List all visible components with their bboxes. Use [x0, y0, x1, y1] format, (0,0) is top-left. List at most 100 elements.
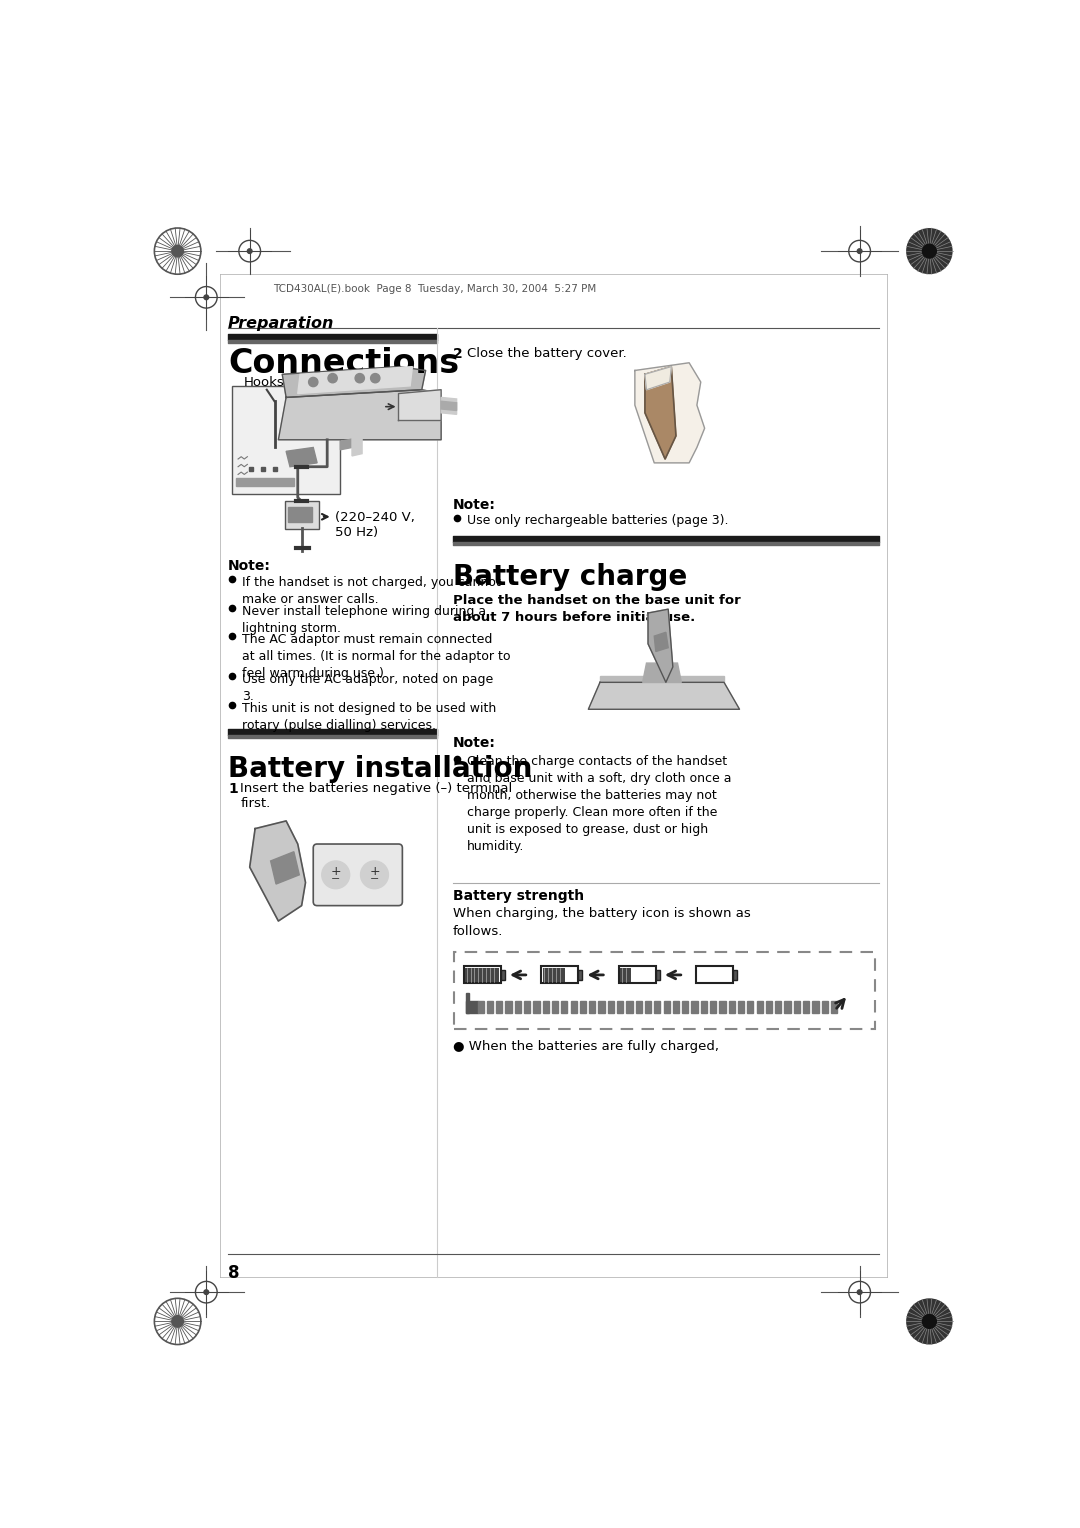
Polygon shape — [552, 1001, 558, 1013]
Polygon shape — [298, 367, 413, 394]
Text: When charging, the battery icon is shown as
follows.: When charging, the battery icon is shown… — [453, 908, 751, 938]
Text: If the handset is not charged, you cannot
make or answer calls.: If the handset is not charged, you canno… — [242, 576, 501, 607]
Polygon shape — [399, 390, 441, 420]
FancyBboxPatch shape — [455, 952, 875, 1028]
Polygon shape — [580, 1001, 586, 1013]
Polygon shape — [487, 1001, 494, 1013]
Text: Close the battery cover.: Close the battery cover. — [467, 347, 626, 359]
Polygon shape — [683, 1001, 688, 1013]
Polygon shape — [465, 1001, 477, 1013]
FancyBboxPatch shape — [313, 843, 403, 906]
Text: Hooks: Hooks — [243, 376, 284, 388]
Polygon shape — [608, 1001, 613, 1013]
Polygon shape — [719, 1001, 726, 1013]
Polygon shape — [804, 1001, 809, 1013]
Polygon shape — [465, 993, 469, 1013]
Text: Use only rechargeable batteries (page 3).: Use only rechargeable batteries (page 3)… — [467, 515, 728, 527]
Polygon shape — [648, 610, 673, 683]
Circle shape — [370, 373, 380, 384]
Polygon shape — [691, 1001, 698, 1013]
Text: Never install telephone wiring during a
lightning storm.: Never install telephone wiring during a … — [242, 605, 486, 634]
Text: Note:: Note: — [453, 736, 496, 750]
Polygon shape — [663, 1001, 670, 1013]
Circle shape — [328, 373, 337, 384]
Bar — [232, 387, 340, 494]
Polygon shape — [794, 1001, 800, 1013]
Circle shape — [172, 246, 184, 257]
Polygon shape — [822, 1001, 828, 1013]
Polygon shape — [249, 821, 306, 921]
Text: +: + — [330, 865, 341, 879]
Text: Note:: Note: — [228, 559, 271, 573]
Polygon shape — [710, 1001, 716, 1013]
Text: Battery installation: Battery installation — [228, 755, 532, 784]
Polygon shape — [477, 1001, 484, 1013]
Polygon shape — [784, 1001, 791, 1013]
Polygon shape — [271, 851, 299, 885]
Circle shape — [922, 244, 936, 258]
Circle shape — [922, 1314, 936, 1328]
FancyBboxPatch shape — [285, 501, 320, 529]
Polygon shape — [441, 397, 457, 414]
Text: Clean the charge contacts of the handset
and base unit with a soft, dry cloth on: Clean the charge contacts of the handset… — [467, 755, 731, 854]
Text: 1: 1 — [228, 782, 238, 796]
Polygon shape — [766, 1001, 772, 1013]
Bar — [541, 966, 578, 984]
Polygon shape — [636, 1001, 642, 1013]
Text: Use only the AC adaptor, noted on page
3.: Use only the AC adaptor, noted on page 3… — [242, 672, 494, 703]
Polygon shape — [673, 1001, 679, 1013]
Polygon shape — [617, 1001, 623, 1013]
Circle shape — [906, 228, 953, 274]
Polygon shape — [286, 448, 318, 466]
Polygon shape — [775, 1001, 781, 1013]
Text: −: − — [332, 874, 340, 885]
Circle shape — [309, 377, 318, 387]
Polygon shape — [598, 1001, 605, 1013]
Text: This unit is not designed to be used with
rotary (pulse dialling) services.: This unit is not designed to be used wit… — [242, 701, 496, 732]
Polygon shape — [812, 1001, 819, 1013]
Bar — [619, 966, 656, 984]
Bar — [620, 969, 631, 983]
Polygon shape — [352, 434, 362, 455]
Circle shape — [204, 1290, 208, 1294]
Polygon shape — [643, 663, 681, 683]
Polygon shape — [645, 367, 672, 390]
Polygon shape — [738, 1001, 744, 1013]
Polygon shape — [654, 633, 669, 651]
Bar — [578, 970, 582, 979]
Circle shape — [204, 295, 208, 299]
Text: Battery strength: Battery strength — [453, 889, 584, 903]
Polygon shape — [340, 439, 352, 449]
Text: Preparation: Preparation — [228, 316, 335, 330]
Polygon shape — [279, 390, 441, 440]
Polygon shape — [542, 1001, 549, 1013]
Polygon shape — [635, 362, 704, 463]
Bar — [733, 970, 738, 979]
Polygon shape — [589, 683, 740, 709]
Polygon shape — [282, 367, 426, 397]
Text: 8: 8 — [228, 1264, 240, 1282]
Polygon shape — [590, 1001, 595, 1013]
Text: Insert the batteries negative (–) terminal
first.: Insert the batteries negative (–) termin… — [241, 782, 513, 810]
Circle shape — [858, 249, 862, 254]
Bar — [501, 970, 504, 979]
Text: TCD430AL(E).book  Page 8  Tuesday, March 30, 2004  5:27 PM: TCD430AL(E).book Page 8 Tuesday, March 3… — [273, 284, 596, 295]
Polygon shape — [600, 677, 724, 683]
Text: (220–240 V,
50 Hz): (220–240 V, 50 Hz) — [335, 512, 415, 539]
Text: Connections: Connections — [228, 347, 459, 379]
Polygon shape — [534, 1001, 540, 1013]
Circle shape — [322, 860, 350, 889]
Bar — [542, 969, 565, 983]
Polygon shape — [570, 1001, 577, 1013]
Text: −: − — [369, 874, 379, 885]
Bar — [463, 966, 501, 984]
Circle shape — [906, 1299, 953, 1345]
Polygon shape — [747, 1001, 754, 1013]
Polygon shape — [757, 1001, 762, 1013]
Text: 2: 2 — [453, 347, 462, 361]
Circle shape — [361, 860, 389, 889]
Polygon shape — [441, 402, 457, 411]
Text: Place the handset on the base unit for
about 7 hours before initial use.: Place the handset on the base unit for a… — [453, 594, 741, 623]
Polygon shape — [562, 1001, 567, 1013]
Circle shape — [172, 1316, 184, 1328]
